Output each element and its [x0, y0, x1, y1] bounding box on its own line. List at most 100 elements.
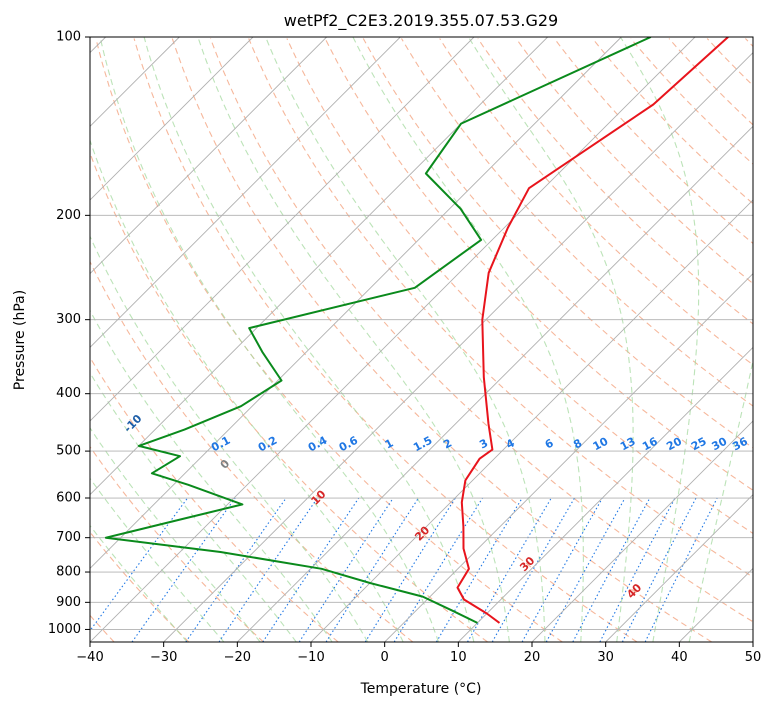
moist-adiabat-line: [90, 371, 297, 642]
mixing-ratio-label: 3: [477, 436, 490, 451]
mixing-ratio-line: [131, 497, 236, 642]
x-tick-label: −20: [224, 650, 251, 665]
isotherm-line: [531, 420, 753, 642]
moist-adiabat-line: [688, 358, 753, 642]
dry-adiabat-line: [90, 356, 339, 642]
dry-adiabat-line: [401, 38, 753, 407]
moist-adiabat-line: [90, 524, 188, 642]
dry-adiabat-label: -10: [121, 412, 144, 435]
isotherm-line: [90, 37, 622, 569]
dry-adiabat-line: [90, 151, 488, 642]
mixing-ratio-label: 36: [730, 435, 750, 454]
y-axis: 100 200 300 400 500 600 700 800 900 1000: [48, 30, 90, 637]
x-tick-label: 0: [381, 650, 389, 665]
mixing-ratio-line: [364, 497, 456, 642]
mixing-ratio-label: 25: [689, 435, 709, 454]
moist-adiabat-line: [90, 426, 261, 642]
x-tick-label: −10: [297, 650, 324, 665]
isotherm-line: [384, 273, 753, 642]
x-tick-label: 50: [745, 650, 762, 665]
dry-adiabat-line: [553, 38, 753, 245]
x-tick-label: −40: [76, 650, 103, 665]
mixing-ratio-label: 13: [618, 435, 638, 454]
y-tick-label: 900: [56, 595, 81, 610]
dry-adiabat-line: [515, 38, 753, 285]
isotherms: [90, 37, 753, 642]
chart-title: wetPf2_C2E3.2019.355.07.53.G29: [284, 11, 558, 31]
isotherm-line: [90, 37, 401, 348]
dry-adiabat-line: [324, 38, 753, 491]
isotherm-line: [458, 346, 753, 642]
temperature-profile: [456, 37, 729, 624]
sounding-series: [104, 37, 729, 624]
mixing-ratio-label: 10: [591, 434, 611, 453]
dry-adiabat-line: [668, 38, 753, 126]
plot-frame: [89, 36, 754, 643]
dry-adiabat-label: 30: [517, 554, 537, 574]
mixing-ratio-line: [218, 497, 318, 642]
y-tick-label: 700: [56, 530, 81, 545]
mixing-ratio-label: 20: [664, 434, 684, 453]
mixing-ratio-label: 4: [504, 436, 517, 451]
x-tick-label: 10: [450, 650, 467, 665]
x-tick-label: 20: [524, 650, 541, 665]
dry-adiabats: [90, 38, 753, 642]
y-tick-label: 1000: [48, 622, 81, 637]
mixing-ratio-line: [572, 497, 651, 642]
y-tick-label: 300: [56, 312, 81, 327]
dry-adiabat-line: [477, 38, 753, 325]
moist-adiabat-line: [90, 235, 369, 642]
y-axis-label: Pressure (hPa): [12, 290, 28, 390]
moist-adiabat-line: [352, 37, 584, 642]
pressure-gridlines: [90, 37, 753, 630]
plot-area: 0.10.20.40.611.52346810131620253036-100-…: [90, 37, 753, 642]
isotherm-line: [90, 37, 475, 422]
mixing-ratio-label: 2: [441, 436, 454, 451]
y-tick-label: 100: [56, 30, 81, 45]
x-tick-label: −30: [150, 650, 177, 665]
dry-adiabat-line: [133, 38, 638, 642]
moist-adiabat-line: [143, 37, 475, 642]
isotherm-line: [679, 567, 753, 642]
dry-adiabat-line: [286, 38, 753, 535]
mixing-ratio-label: 16: [640, 435, 660, 454]
x-axis: −40 −30 −20 −10 0 10 20 30 40 50: [76, 642, 761, 665]
mixing-ratio-line: [621, 497, 697, 642]
isotherm-line: [605, 494, 753, 642]
dry-adiabat-line: [706, 38, 753, 87]
isotherm-line: [90, 37, 696, 642]
moist-adiabat-line: [90, 477, 225, 642]
mixing-ratio-line: [90, 497, 189, 632]
y-tick-label: 600: [56, 491, 81, 506]
dry-adiabat-label: 40: [624, 581, 644, 601]
dry-adiabat-line: [209, 38, 753, 623]
mixing-ratio-line: [599, 497, 676, 642]
mixing-ratio-line: [435, 497, 523, 642]
moist-adiabat-line: [99, 37, 440, 642]
isotherm-line: [163, 52, 753, 642]
y-tick-label: 800: [56, 565, 81, 580]
dry-adiabat-label: 0: [218, 457, 233, 472]
moist-adiabats: [90, 37, 753, 642]
isotherm-line: [90, 37, 327, 275]
y-tick-label: 500: [56, 444, 81, 459]
dry-adiabat-line: [362, 38, 753, 449]
isotherm-line: [752, 641, 753, 642]
mixing-ratio-label: 30: [710, 435, 730, 454]
dry-adiabat-line: [592, 38, 753, 205]
moist-adiabat-line: [197, 37, 510, 642]
isotherm-line: [90, 37, 254, 201]
isotherm-line: [237, 125, 753, 642]
reference-line-labels: 0.10.20.40.611.52346810131620253036-100-…: [121, 412, 750, 601]
moist-adiabat-line: [467, 37, 634, 642]
dry-adiabat-line: [630, 38, 753, 165]
moist-adiabat-line: [265, 37, 546, 642]
mixing-ratio-line: [325, 497, 419, 642]
dry-adiabat-line: [90, 445, 264, 642]
mixing-ratio-line: [644, 497, 718, 642]
moist-adiabat-line: [90, 309, 333, 642]
x-axis-label: Temperature (°C): [360, 681, 482, 697]
dewpoint-profile: [104, 37, 652, 624]
mixing-ratio-line: [262, 497, 360, 642]
